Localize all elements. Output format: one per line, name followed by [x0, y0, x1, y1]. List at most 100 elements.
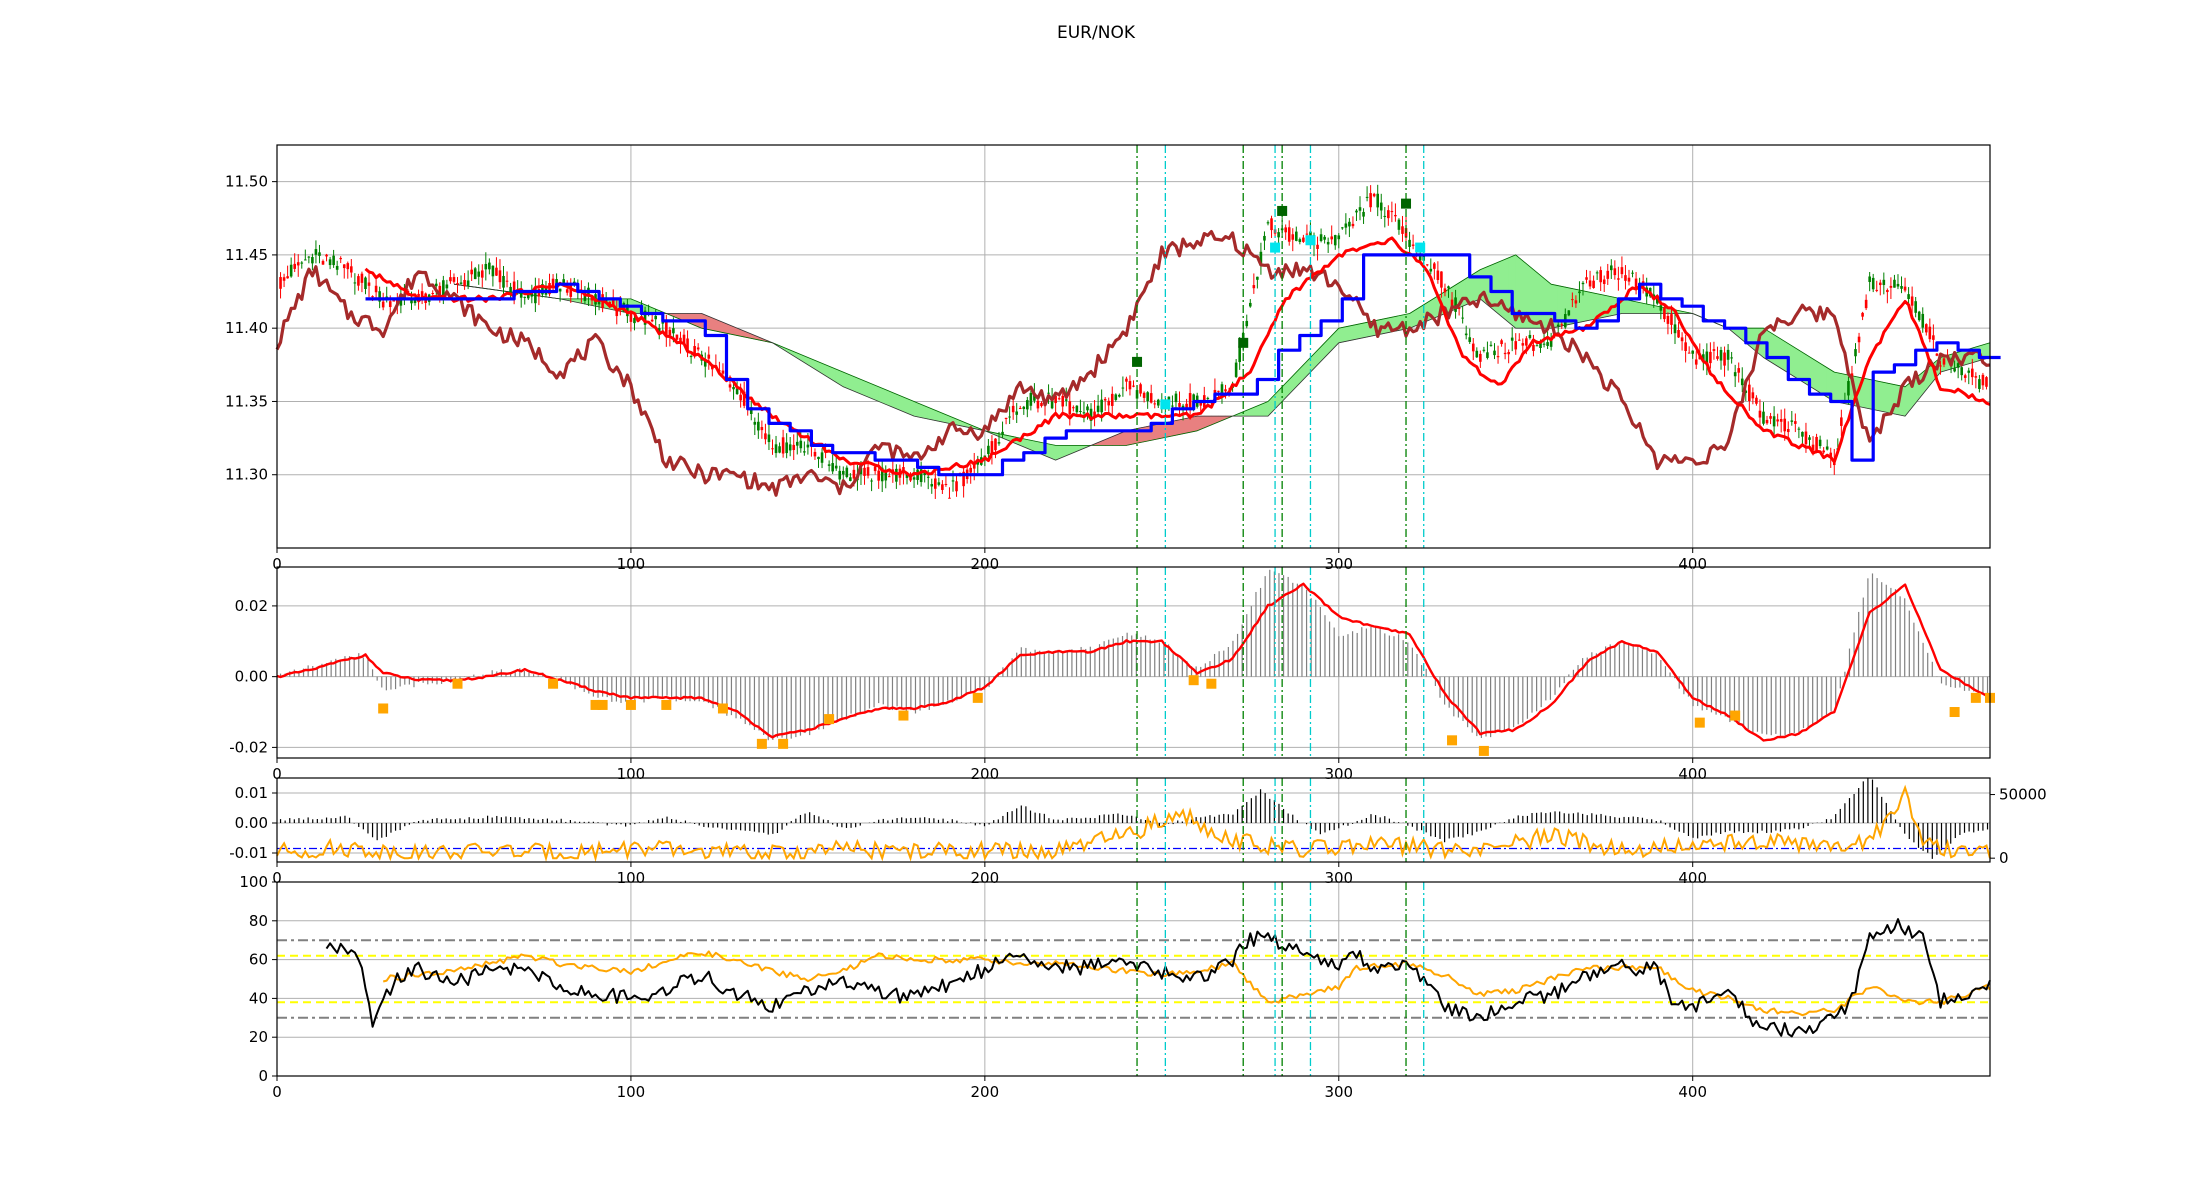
candle-body [654, 315, 658, 320]
candle-body [1716, 356, 1719, 359]
candle-body [845, 467, 849, 477]
candle-body [785, 442, 788, 454]
candle-body [488, 262, 491, 270]
candle-body [849, 477, 852, 481]
candle-body [1408, 239, 1411, 247]
sell-signal-marker [1415, 242, 1426, 253]
candle-body [1510, 337, 1514, 341]
candle-body [1815, 436, 1818, 453]
candle-body [1535, 345, 1539, 347]
candle-body [926, 476, 930, 478]
candle-body [339, 258, 343, 260]
candle-body [1482, 349, 1486, 351]
candle-body [665, 320, 668, 337]
sell-signal-marker [1305, 235, 1316, 246]
kumo-cloud-segment [1586, 291, 1594, 322]
y-tick-label: 40 [249, 989, 268, 1007]
candle-body [1379, 202, 1383, 211]
candle-body [1592, 280, 1595, 288]
candle-body [1684, 342, 1687, 351]
candle-body [1316, 244, 1319, 249]
candle-body [934, 478, 937, 489]
candle-body [1907, 294, 1910, 299]
candle-body [1358, 207, 1362, 211]
kumo-cloud-segment [1338, 326, 1347, 344]
candle-body [452, 277, 456, 282]
y-tick-label: 11.50 [225, 173, 268, 191]
candle-body [466, 280, 470, 286]
candle-body [1068, 401, 1072, 415]
candle-body [1330, 236, 1333, 240]
candle-body [1670, 314, 1673, 325]
candle-body [286, 276, 289, 279]
candle-body [990, 441, 994, 454]
candle-body [1588, 280, 1592, 287]
y-tick-label: 0.00 [235, 668, 268, 686]
candle-body [976, 460, 980, 465]
candle-body [328, 259, 332, 266]
candle-body [1634, 278, 1638, 288]
candle-body [788, 444, 792, 451]
candle-body [1344, 223, 1348, 228]
candle-body [873, 466, 877, 472]
candle-body [1086, 406, 1089, 411]
candle-body [1047, 392, 1050, 394]
candle-body [1801, 431, 1804, 437]
y-tick-label: 100 [239, 873, 268, 891]
candle-body [721, 370, 725, 374]
candle-body [371, 296, 374, 298]
kijun-sen-line [365, 253, 2001, 477]
candle-body [948, 497, 951, 499]
kumo-cloud-segment [673, 313, 681, 320]
candle-body [1057, 398, 1061, 400]
candle-body [1107, 400, 1111, 406]
x-tick-label: 100 [617, 555, 646, 573]
x-tick-label: 100 [617, 1083, 646, 1101]
candle-body [1755, 397, 1758, 404]
candle-body [930, 484, 934, 487]
candle-body [1730, 357, 1733, 359]
candle-body [1737, 368, 1741, 373]
candle-body [1794, 421, 1797, 424]
candle-body [459, 282, 463, 284]
candle-body [311, 257, 314, 264]
candle-body [905, 473, 909, 478]
kumo-cloud-segment [1359, 321, 1368, 339]
candle-body [852, 469, 856, 479]
candle-body [1479, 353, 1482, 362]
y-tick-label: 0 [258, 1067, 268, 1085]
candle-body [735, 388, 739, 395]
candle-body [519, 290, 523, 298]
kumo-cloud-segment [927, 406, 936, 421]
candle-body [951, 480, 955, 482]
candle-body [1326, 241, 1330, 245]
candle-body [410, 299, 413, 304]
candle-body [1450, 299, 1454, 307]
candle-body [1471, 343, 1475, 352]
candle-body [1744, 390, 1748, 393]
candle-body [1914, 301, 1917, 313]
candle-body [880, 467, 884, 482]
candle-body [1786, 429, 1790, 433]
y-tick-label: 11.40 [225, 319, 268, 337]
candle-body [1953, 368, 1956, 372]
candle-body [1921, 313, 1925, 328]
candle-body [1514, 341, 1518, 350]
senkou-span-b [453, 283, 1991, 461]
candle-body [838, 470, 842, 480]
candle-body [1383, 215, 1387, 217]
candle-body [672, 328, 675, 334]
kumo-cloud-segment [1182, 417, 1191, 435]
candle-body [944, 483, 948, 485]
candle-body [1323, 236, 1326, 240]
candle-body [1889, 285, 1893, 288]
candle-body [866, 467, 870, 476]
candle-body [1319, 234, 1323, 241]
candle-body [1620, 267, 1624, 275]
candle-body [1050, 399, 1054, 409]
candle-body [1468, 337, 1472, 342]
candle-body [668, 329, 672, 336]
candle-body [1663, 307, 1666, 320]
candle-body [1712, 349, 1716, 351]
candle-body [870, 480, 873, 482]
